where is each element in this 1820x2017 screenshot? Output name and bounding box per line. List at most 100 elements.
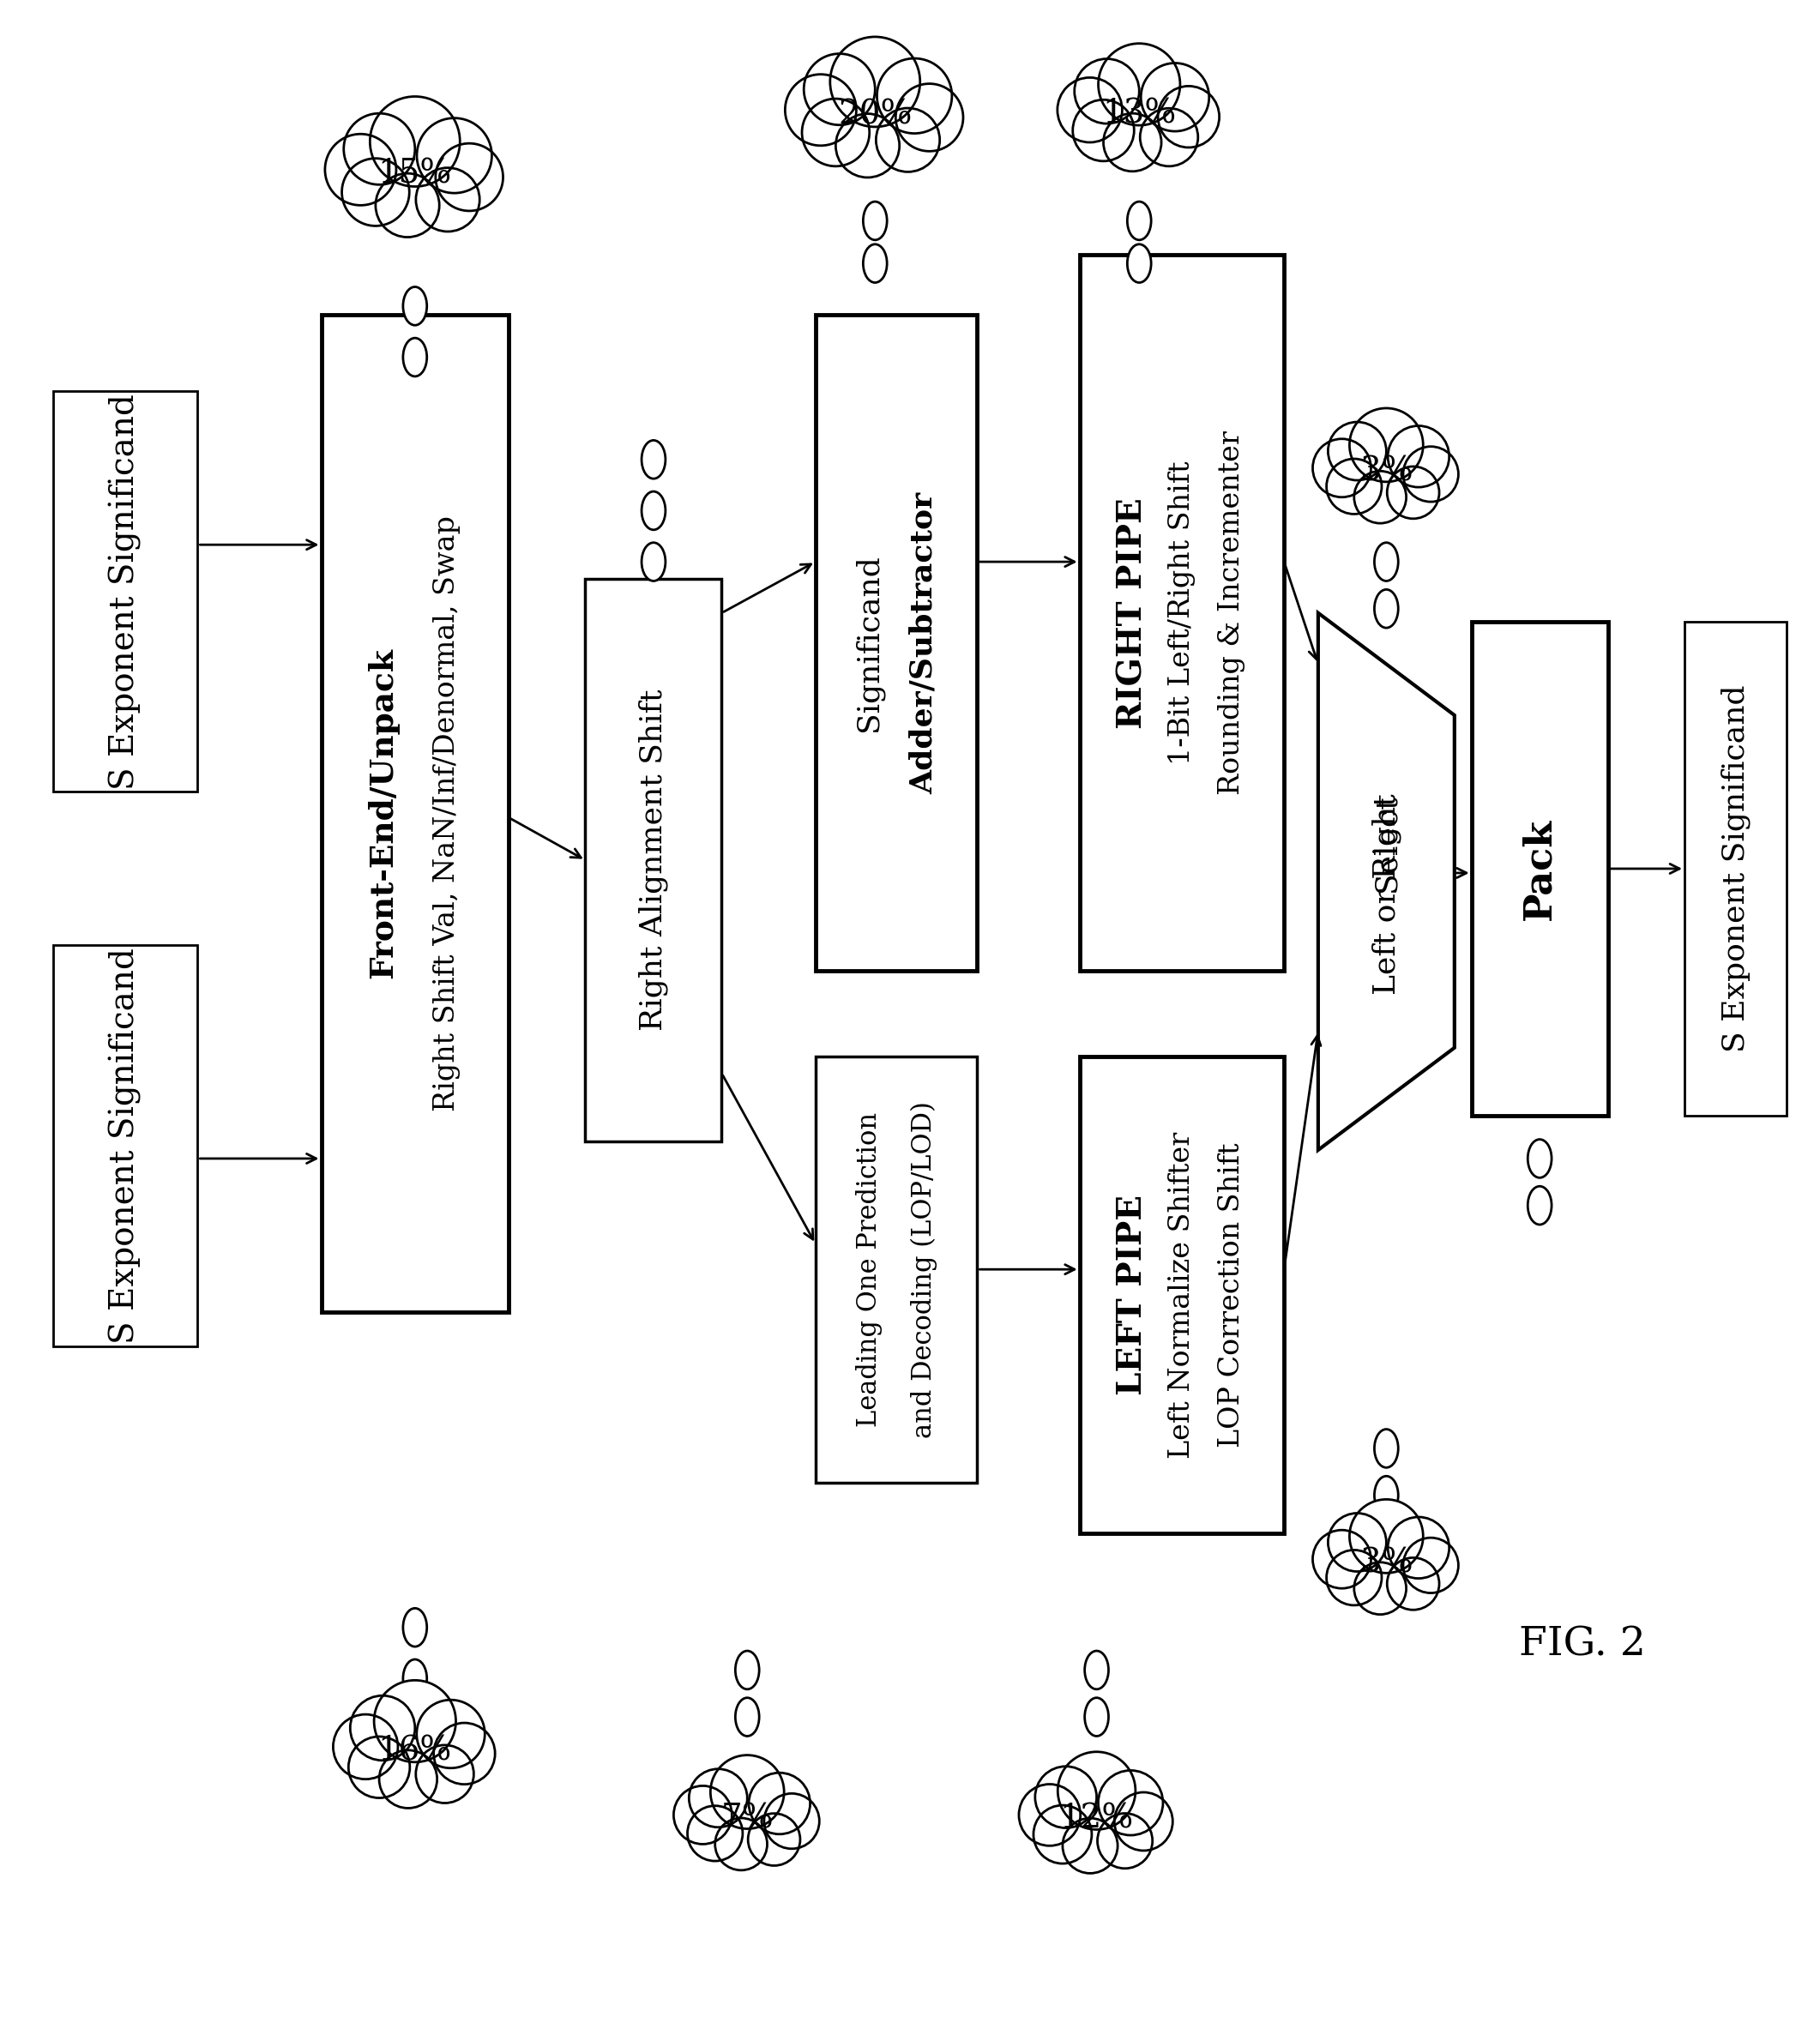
Circle shape	[348, 1737, 410, 1797]
Circle shape	[804, 54, 875, 125]
Circle shape	[784, 75, 857, 145]
Circle shape	[1354, 1563, 1407, 1614]
Circle shape	[764, 1793, 819, 1850]
Circle shape	[1329, 422, 1387, 480]
Circle shape	[1312, 1531, 1370, 1587]
Text: LEFT PIPE: LEFT PIPE	[1116, 1194, 1148, 1396]
Text: Right Alignment Shift: Right Alignment Shift	[639, 690, 668, 1031]
Text: S Exponent Significand: S Exponent Significand	[109, 393, 142, 791]
Ellipse shape	[1127, 202, 1150, 240]
Circle shape	[1036, 1767, 1097, 1827]
Circle shape	[1158, 87, 1219, 147]
Circle shape	[1074, 58, 1139, 123]
Circle shape	[1327, 458, 1381, 514]
Circle shape	[1389, 1517, 1449, 1579]
Text: LOP Correction Shift: LOP Correction Shift	[1218, 1142, 1245, 1448]
Circle shape	[379, 1751, 437, 1807]
Circle shape	[415, 1745, 473, 1803]
Bar	[1472, 621, 1607, 1115]
Circle shape	[349, 1696, 415, 1761]
Circle shape	[1057, 77, 1123, 143]
Circle shape	[877, 58, 952, 133]
Circle shape	[369, 97, 460, 186]
Bar	[53, 946, 198, 1345]
Text: 7%: 7%	[721, 1803, 773, 1835]
Circle shape	[1097, 1813, 1152, 1868]
Bar	[320, 315, 508, 1311]
Circle shape	[417, 167, 480, 232]
Text: FIG. 2: FIG. 2	[1520, 1626, 1645, 1664]
Text: 3%: 3%	[1360, 1547, 1412, 1579]
Text: S Exponent Significand: S Exponent Significand	[109, 948, 142, 1343]
Circle shape	[375, 1680, 455, 1763]
Text: Left or Right: Left or Right	[1372, 793, 1401, 994]
Ellipse shape	[735, 1698, 759, 1737]
Ellipse shape	[1127, 244, 1150, 282]
Bar	[1079, 1057, 1285, 1533]
Circle shape	[1327, 1549, 1381, 1606]
Ellipse shape	[402, 339, 428, 377]
Circle shape	[1097, 44, 1179, 125]
Circle shape	[1063, 1817, 1117, 1874]
Ellipse shape	[863, 202, 886, 240]
Circle shape	[375, 173, 439, 238]
Circle shape	[748, 1773, 810, 1833]
Circle shape	[673, 1785, 732, 1844]
Circle shape	[435, 143, 502, 212]
Circle shape	[1114, 1793, 1172, 1852]
Text: Rounding & Incrementer: Rounding & Incrementer	[1218, 432, 1245, 795]
Ellipse shape	[642, 492, 666, 530]
Bar	[815, 315, 977, 970]
Circle shape	[1387, 1557, 1440, 1610]
Text: Significand: Significand	[854, 555, 885, 732]
Circle shape	[1072, 99, 1134, 161]
Ellipse shape	[1085, 1650, 1108, 1688]
Circle shape	[710, 1755, 784, 1829]
Circle shape	[342, 159, 410, 226]
Text: Leading One Prediction: Leading One Prediction	[855, 1111, 883, 1426]
Circle shape	[1312, 440, 1370, 496]
Circle shape	[803, 99, 870, 165]
Text: S Exponent Significand: S Exponent Significand	[1722, 686, 1751, 1053]
Text: Right Shift Val, NaN/Inf/Denormal, Swap: Right Shift Val, NaN/Inf/Denormal, Swap	[433, 514, 460, 1111]
Circle shape	[1139, 109, 1198, 165]
Circle shape	[1403, 446, 1458, 502]
Circle shape	[715, 1817, 768, 1870]
Circle shape	[333, 1714, 399, 1779]
Circle shape	[690, 1769, 748, 1827]
Text: Left Normalize Shifter: Left Normalize Shifter	[1168, 1132, 1196, 1458]
Ellipse shape	[1374, 589, 1398, 627]
Circle shape	[1387, 466, 1440, 518]
Circle shape	[748, 1813, 801, 1866]
Ellipse shape	[1085, 1698, 1108, 1737]
Ellipse shape	[1374, 1430, 1398, 1468]
Circle shape	[830, 36, 921, 127]
Circle shape	[1403, 1537, 1458, 1593]
Text: Select: Select	[1372, 795, 1401, 892]
Bar	[1079, 254, 1285, 970]
Ellipse shape	[402, 1660, 428, 1698]
Circle shape	[1389, 426, 1449, 488]
Circle shape	[1329, 1513, 1387, 1571]
Ellipse shape	[1527, 1140, 1552, 1178]
Circle shape	[1349, 1499, 1423, 1573]
Ellipse shape	[735, 1650, 759, 1688]
Circle shape	[433, 1723, 495, 1785]
Ellipse shape	[1374, 1476, 1398, 1515]
Circle shape	[1097, 1771, 1163, 1835]
Circle shape	[1057, 1753, 1136, 1829]
Circle shape	[1354, 472, 1407, 522]
Circle shape	[344, 113, 415, 186]
Text: RIGHT PIPE: RIGHT PIPE	[1116, 498, 1148, 728]
Ellipse shape	[402, 1608, 428, 1646]
Circle shape	[417, 119, 491, 194]
Text: 16%: 16%	[379, 1735, 451, 1767]
Circle shape	[875, 109, 939, 171]
Text: 12%: 12%	[1059, 1803, 1134, 1835]
Text: 13%: 13%	[1103, 99, 1176, 129]
Circle shape	[835, 113, 899, 177]
Polygon shape	[1318, 613, 1454, 1150]
Circle shape	[1034, 1805, 1092, 1864]
Circle shape	[895, 83, 963, 151]
Text: and Decoding (LOP/LOD): and Decoding (LOP/LOD)	[910, 1101, 937, 1438]
